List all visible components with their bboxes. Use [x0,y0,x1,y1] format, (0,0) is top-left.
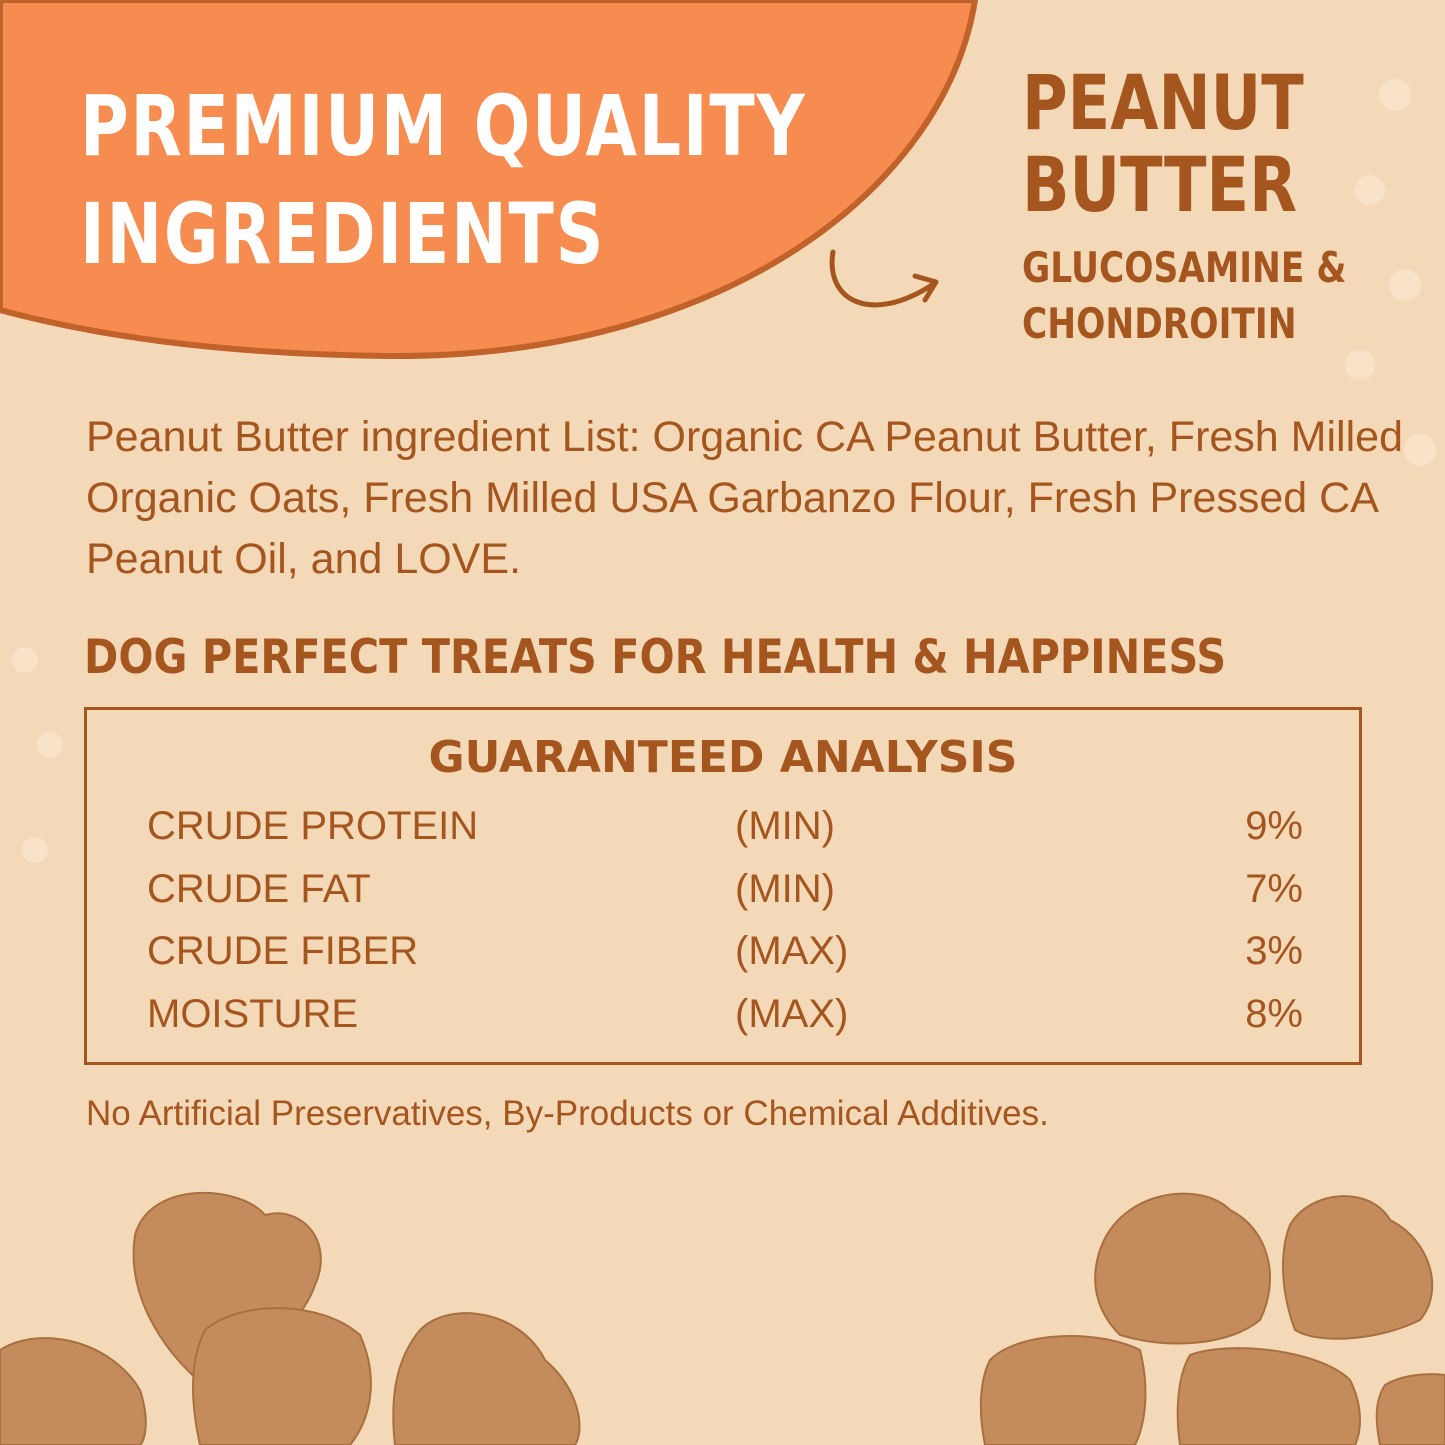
table-row: MOISTURE (MAX) 8% [147,992,1303,1052]
table-row: CRUDE FAT (MIN) 7% [147,867,1303,927]
flavor-name-line-1: PEANUT [1022,58,1304,147]
headline-line-1: PREMIUM QUALITY [80,77,807,175]
nutrient-qualifier: (MAX) [735,929,849,973]
table-row: CRUDE FIBER (MAX) 3% [147,929,1303,989]
footnote: No Artificial Preservatives, By-Products… [86,1094,1049,1133]
headline: PREMIUM QUALITY INGREDIENTS [80,72,806,288]
nutrient-value: 9% [1245,804,1303,848]
guaranteed-analysis-table: GUARANTEED ANALYSIS CRUDE PROTEIN (MIN) … [84,707,1362,1065]
nutrient-value: 3% [1245,929,1303,973]
nutrient-name: CRUDE FIBER [147,929,419,973]
orange-banner [0,0,979,360]
table-row: CRUDE PROTEIN (MIN) 9% [147,804,1303,864]
ingredient-list: Peanut Butter ingredient List: Organic C… [86,413,1403,583]
paw-pattern [12,79,1436,863]
flavor-subtitle: GLUCOSAMINE & CHONDROITIN [1022,240,1346,352]
nutrient-value: 8% [1245,992,1303,1036]
nutrient-name: CRUDE FAT [147,867,371,911]
nutrient-qualifier: (MIN) [735,867,835,911]
nutrient-name: MOISTURE [147,992,359,1036]
flavor-name-line-2: BUTTER [1022,140,1298,229]
headline-line-2: INGREDIENTS [80,185,606,283]
nutrient-qualifier: (MAX) [735,992,849,1036]
flavor-subtitle-line-2: CHONDROITIN [1022,299,1297,348]
curved-arrow-icon [829,249,935,308]
treats-image [0,1191,1445,1445]
flavor-subtitle-line-1: GLUCOSAMINE & [1022,243,1347,292]
nutrient-name: CRUDE PROTEIN [147,804,479,848]
analysis-title: GUARANTEED ANALYSIS [428,732,1018,783]
nutrient-value: 7% [1245,867,1303,911]
flavor-name: PEANUT BUTTER [1022,62,1304,226]
tagline: DOG PERFECT TREATS FOR HEALTH & HAPPINES… [84,630,1227,685]
nutrient-qualifier: (MIN) [735,804,835,848]
